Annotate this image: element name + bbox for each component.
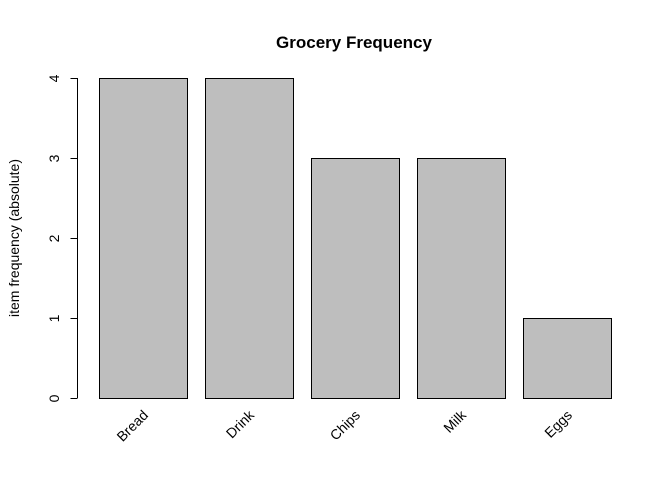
x-tick-label-drink: Drink [223,406,258,441]
bar-bread [99,78,188,399]
y-tick-label: 3 [46,154,62,162]
x-axis-labels: Bread Drink Chips Milk Eggs [113,406,575,444]
x-tick-label-milk: Milk [440,406,470,436]
y-axis: 0 1 2 3 4 [46,74,78,402]
x-tick-label-bread: Bread [113,407,151,445]
y-tick-label: 2 [46,234,62,242]
x-tick-label-chips: Chips [326,407,363,444]
chart-title: Grocery Frequency [276,33,432,52]
y-axis-label: item frequency (absolute) [6,159,22,317]
bar-chips [311,158,400,399]
x-tick-label-eggs: Eggs [541,407,575,441]
bar-drink [205,78,294,399]
y-tick-label: 4 [46,74,62,82]
bars-group [99,78,612,399]
y-tick-label: 1 [46,314,62,322]
y-tick-label: 0 [46,394,62,402]
bar-milk [417,158,506,399]
bar-eggs [523,318,612,399]
